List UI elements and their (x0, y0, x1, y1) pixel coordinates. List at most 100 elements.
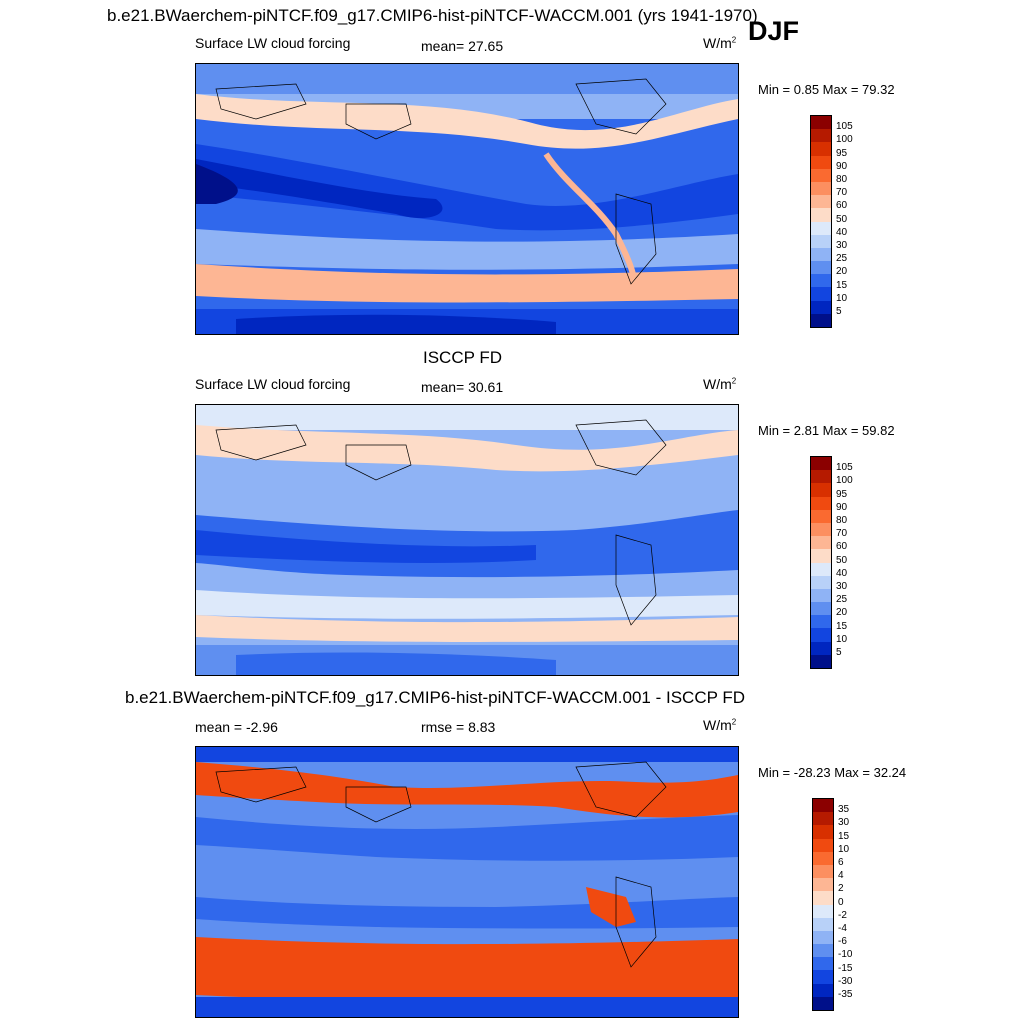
panel2-colorbar-swatch (811, 483, 831, 497)
panel1-colorbar-swatch (811, 274, 831, 288)
panel1-colorbar-swatch (811, 208, 831, 222)
panel1-colorbar-tick-label: 105 (836, 121, 853, 133)
panel3-colorbar-swatch (813, 930, 833, 945)
panel3-colorbar-tick-label: -30 (838, 975, 853, 987)
season-label: DJF (748, 16, 800, 46)
panel2-colorbar-tick-label: 105 (836, 462, 853, 474)
panel2-colorbar-tick-label: 50 (836, 554, 848, 566)
panel3-rmse-label: rmse = 8.83 (421, 719, 496, 735)
panel3-colorbar-tick-label: 35 (838, 804, 850, 816)
panel1-colorbar-swatches (810, 115, 832, 328)
panel2-colorbar-tick-label: 95 (836, 488, 848, 500)
panel3-colorbar-swatch (813, 996, 833, 1010)
panel3-colorbar-tick-label: -15 (838, 962, 853, 974)
panel3-colorbar-tick-label: 2 (838, 883, 844, 895)
panel2-colorbar-tick-label: 10 (836, 633, 848, 645)
panel1-colorbar-swatch (811, 261, 831, 275)
panel3-colorbar-tick-label: 10 (838, 843, 850, 855)
panel2-colorbar-swatch (811, 509, 831, 523)
panel3-colorbar-tick-label: -10 (838, 949, 853, 961)
panel1-minmax: Min = 0.85 Max = 79.32 (758, 82, 895, 97)
panel1-variable-label: Surface LW cloud forcing (195, 35, 351, 51)
panel2-colorbar-tick-label: 15 (836, 620, 848, 632)
panel1-colorbar-tick-label: 50 (836, 213, 848, 225)
panel3-colorbar-tick-label: -2 (838, 909, 847, 921)
panel1-colorbar-swatch (811, 234, 831, 248)
panel2-colorbar-tick-label: 20 (836, 607, 848, 619)
case-title: b.e21.BWaerchem-piNTCF.f09_g17.CMIP6-his… (107, 6, 758, 25)
panel3-units: W/m2 (703, 717, 737, 733)
panel2-colorbar-swatch (811, 562, 831, 576)
panel2-colorbar-swatch (811, 615, 831, 629)
panel1-mean-label: mean= 27.65 (421, 38, 504, 54)
panel2-colorbar-swatches (810, 456, 832, 669)
panel2-colorbar-swatch (811, 602, 831, 616)
panel1-colorbar-tick-label: 80 (836, 174, 848, 185)
panel1-colorbar-swatch (811, 287, 831, 301)
panel2-variable-label: Surface LW cloud forcing (195, 376, 351, 392)
panel3-colorbar-swatch (813, 851, 833, 865)
panel2-colorbar-swatch (811, 628, 831, 642)
panel1-colorbar-swatch (811, 221, 831, 235)
panel2-minmax: Min = 2.81 Max = 59.82 (758, 423, 895, 438)
panel3-colorbar-swatch (813, 944, 833, 958)
panel3-colorbar-tick-label: 30 (838, 817, 850, 829)
panel2-colorbar-tick-label: 5 (836, 647, 842, 658)
panel3-colorbar-swatch (813, 825, 833, 839)
panel3-colorbar-swatch (813, 812, 833, 826)
panel3-minmax: Min = -28.23 Max = 32.24 (758, 765, 907, 780)
panel1-units: W/m2 (703, 35, 737, 51)
panel3-colorbar-tick-label: 6 (838, 857, 844, 868)
panel1-colorbar-tick-label: 25 (836, 253, 848, 265)
panel1-colorbar-tick-label: 95 (836, 147, 848, 159)
panel2-units: W/m2 (703, 376, 737, 392)
panel2-colorbar-tick-label: 100 (836, 475, 853, 487)
panel2-colorbar-tick-label: 60 (836, 541, 848, 553)
panel1-colorbar-swatch (811, 313, 831, 327)
panel2-colorbar-swatch (811, 457, 831, 471)
panel3-colorbar-swatch (813, 983, 833, 997)
panel1-colorbar-swatch (811, 195, 831, 209)
panel2-colorbar-swatch (811, 522, 831, 537)
panel1-colorbar-swatch (811, 155, 831, 169)
panel2-map-svg (196, 405, 738, 675)
panel3-colorbar-swatch (813, 970, 833, 984)
panel1-map-svg (196, 64, 738, 334)
panel1-colorbar-tick-label: 100 (836, 134, 853, 146)
panel3-mean-label: mean = -2.96 (195, 719, 278, 735)
panel3-colorbar-swatch (813, 799, 833, 813)
panel2-colorbar-swatch (811, 588, 831, 603)
panel3-map (195, 746, 739, 1018)
panel3-colorbar-tick-label: -35 (838, 989, 853, 1000)
panel1-colorbar-tick-label: 15 (836, 279, 848, 291)
panel2-colorbar-swatch (811, 575, 831, 589)
panel3-colorbar-swatch (813, 864, 833, 879)
panel3-colorbar-tick-label: -6 (838, 936, 847, 948)
panel2-colorbar-tick-label: 25 (836, 594, 848, 606)
panel2-colorbar-swatch (811, 549, 831, 563)
panel2-colorbar-swatch (811, 470, 831, 484)
panel3-colorbar-tick-label: 0 (838, 896, 844, 908)
panel2-title: ISCCP FD (423, 348, 503, 367)
panel3-colorbar-swatch (813, 904, 833, 918)
panel2-colorbar-swatch (811, 654, 831, 668)
panel3-colorbar-tick-label: 15 (838, 830, 850, 842)
panel2-colorbar-tick-label: 90 (836, 501, 848, 513)
panel1-colorbar-tick-label: 40 (836, 226, 848, 238)
panel2-colorbar-tick-label: 70 (836, 528, 848, 540)
panel1-colorbar-tick-label: 20 (836, 266, 848, 278)
panel3-title: b.e21.BWaerchem-piNTCF.f09_g17.CMIP6-his… (125, 688, 746, 707)
panel3-colorbar-swatch (813, 838, 833, 852)
panel2-mean-label: mean= 30.61 (421, 379, 504, 395)
panel1-colorbar-tick-label: 90 (836, 160, 848, 172)
panel3-colorbar-swatch (813, 878, 833, 892)
panel3-colorbar-swatch (813, 891, 833, 905)
panel1-colorbar-swatch (811, 247, 831, 262)
panel3-colorbar-tick-label: -4 (838, 923, 847, 934)
panel3-colorbar-swatches (812, 798, 834, 1011)
panel1-colorbar-tick-label: 5 (836, 306, 842, 317)
panel2-colorbar-swatch (811, 496, 831, 510)
panel1-colorbar-tick-label: 60 (836, 200, 848, 212)
panel3-colorbar-swatch (813, 957, 833, 971)
panel1-colorbar-swatch (811, 181, 831, 196)
